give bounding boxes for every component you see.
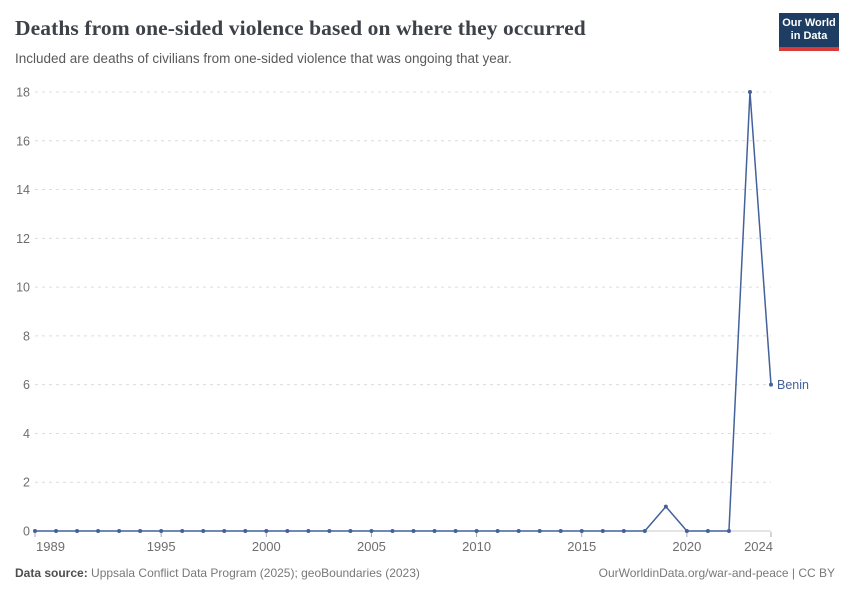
series-line[interactable] <box>35 91 772 532</box>
data-point[interactable] <box>537 529 542 533</box>
owid-logo[interactable]: Our World in Data <box>779 13 839 51</box>
x-tick-label: 1989 <box>36 539 65 554</box>
data-point[interactable] <box>726 529 731 533</box>
x-tick-label: 2000 <box>252 539 281 554</box>
data-point[interactable] <box>432 529 437 533</box>
data-point[interactable] <box>663 504 668 509</box>
data-point[interactable] <box>54 529 59 533</box>
page-title: Deaths from one-sided violence based on … <box>15 16 586 40</box>
data-point[interactable] <box>621 529 626 533</box>
data-point[interactable] <box>75 529 80 533</box>
y-tick-label: 14 <box>16 183 30 197</box>
y-tick-label: 0 <box>23 525 30 539</box>
data-point[interactable] <box>769 382 773 387</box>
data-point[interactable] <box>33 529 37 533</box>
data-point[interactable] <box>138 529 143 533</box>
footer-citation-link[interactable]: OurWorldinData.org/war-and-peace | CC BY <box>598 566 835 580</box>
data-point[interactable] <box>222 529 227 533</box>
data-point[interactable] <box>264 529 269 533</box>
data-point[interactable] <box>159 529 164 533</box>
y-tick-label: 10 <box>16 281 30 295</box>
data-point[interactable] <box>96 529 101 533</box>
chart-footer: Data source: Uppsala Conflict Data Progr… <box>15 566 835 580</box>
data-source-label: Data source: <box>15 566 88 580</box>
owid-logo-line1: Our World <box>782 16 836 29</box>
data-point[interactable] <box>558 529 563 533</box>
data-point[interactable] <box>327 529 332 533</box>
data-point[interactable] <box>306 529 311 533</box>
x-tick-label: 2024 <box>744 539 773 554</box>
data-point[interactable] <box>642 529 647 533</box>
x-tick-label: 2005 <box>357 539 386 554</box>
data-point[interactable] <box>579 529 584 533</box>
series-end-label[interactable]: Benin <box>777 378 809 392</box>
data-point[interactable] <box>348 529 353 533</box>
data-point[interactable] <box>600 529 605 533</box>
data-point[interactable] <box>411 529 416 533</box>
y-tick-label: 2 <box>23 476 30 490</box>
chart-subtitle: Included are deaths of civilians from on… <box>15 51 512 66</box>
data-point[interactable] <box>243 529 248 533</box>
data-point[interactable] <box>117 529 122 533</box>
data-source: Data source: Uppsala Conflict Data Progr… <box>15 566 420 580</box>
data-point[interactable] <box>390 529 395 533</box>
x-tick-label: 2015 <box>567 539 596 554</box>
data-point[interactable] <box>747 90 752 94</box>
x-tick-label: 2010 <box>462 539 491 554</box>
data-point[interactable] <box>453 529 458 533</box>
x-tick-label: 2020 <box>672 539 701 554</box>
data-point[interactable] <box>180 529 185 533</box>
data-point[interactable] <box>705 529 710 533</box>
data-point[interactable] <box>369 529 374 533</box>
y-tick-label: 16 <box>16 134 30 148</box>
data-source-value: Uppsala Conflict Data Program (2025); ge… <box>87 566 420 580</box>
data-point[interactable] <box>684 529 689 533</box>
y-tick-label: 18 <box>16 86 30 100</box>
y-tick-label: 6 <box>23 378 30 392</box>
y-tick-label: 8 <box>23 329 30 343</box>
y-tick-label: 4 <box>23 427 30 441</box>
y-tick-label: 12 <box>16 232 30 246</box>
x-tick-label: 1995 <box>147 539 176 554</box>
owid-logo-line2: in Data <box>790 30 828 42</box>
data-point[interactable] <box>201 529 206 533</box>
data-point[interactable] <box>516 529 521 533</box>
data-point[interactable] <box>285 529 290 533</box>
data-point[interactable] <box>474 529 479 533</box>
data-point[interactable] <box>495 529 500 533</box>
